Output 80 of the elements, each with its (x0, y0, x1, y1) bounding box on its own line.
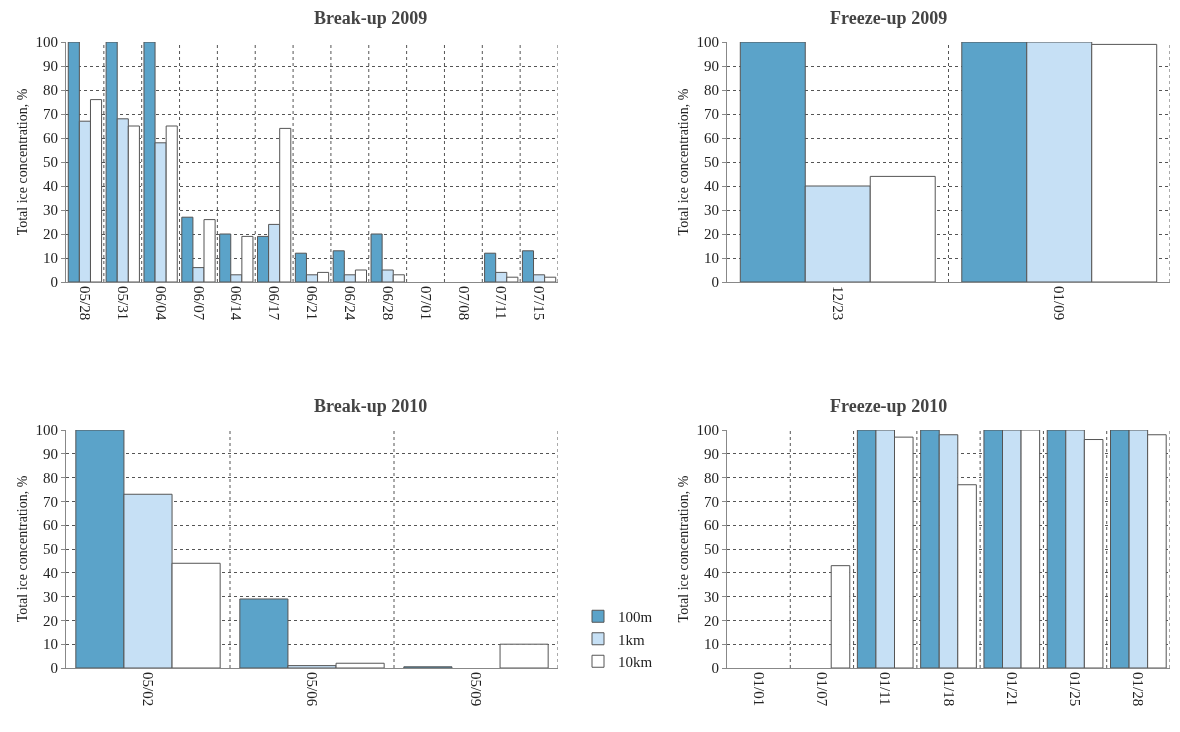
y-tick-label: 30 (704, 588, 719, 605)
x-tick-label: 07/08 (455, 286, 472, 321)
y-tick-label: 0 (711, 660, 719, 677)
y-tick-label: 60 (704, 517, 719, 534)
chart-title: Break-up 2009 (314, 8, 428, 28)
y-tick-label: 90 (43, 58, 58, 75)
y-tick-label: 20 (704, 226, 719, 243)
y-tick-label: 50 (43, 154, 58, 171)
y-axis-title: Total ice concentration, % (15, 475, 31, 623)
x-tick-label: 05/28 (77, 286, 94, 321)
y-tick-label: 90 (43, 446, 58, 463)
y-tick-label: 10 (704, 250, 719, 267)
y-tick-label: 60 (43, 130, 58, 147)
y-tick-label: 0 (50, 660, 58, 677)
x-tick-label: 05/09 (468, 672, 485, 707)
y-tick-label: 70 (43, 106, 58, 123)
x-tick-label: 06/14 (228, 286, 245, 321)
y-tick-label: 70 (43, 493, 58, 510)
y-tick-label: 60 (704, 130, 719, 147)
x-tick-label: 06/28 (379, 286, 396, 321)
chart-title: Freeze-up 2009 (830, 8, 948, 28)
chart-title: Freeze-up 2010 (830, 396, 948, 416)
y-tick-label: 20 (43, 612, 58, 629)
y-tick-label: 70 (704, 106, 719, 123)
y-tick-label: 80 (704, 469, 719, 486)
x-tick-label: 07/15 (531, 286, 548, 321)
y-tick-label: 0 (711, 274, 719, 291)
y-tick-label: 80 (43, 82, 58, 99)
y-tick-label: 50 (43, 541, 58, 558)
x-tick-label: 06/24 (341, 286, 358, 321)
y-tick-label: 100 (35, 34, 58, 51)
y-tick-label: 80 (43, 469, 58, 486)
x-tick-label: 06/17 (266, 286, 283, 321)
y-tick-label: 50 (704, 154, 719, 171)
x-tick-label: 01/21 (1003, 672, 1020, 707)
x-tick-label: 05/02 (140, 672, 157, 707)
y-axis-title: Total ice concentration, % (676, 475, 692, 623)
y-tick-label: 60 (43, 517, 58, 534)
x-tick-label: 06/04 (152, 286, 169, 321)
y-tick-label: 20 (704, 612, 719, 629)
y-tick-label: 70 (704, 493, 719, 510)
y-axis-title: Total ice concentration, % (15, 88, 31, 236)
legend-label: 10km (618, 654, 653, 671)
x-tick-label: 07/11 (493, 286, 510, 320)
x-tick-label: 06/21 (304, 286, 321, 321)
x-tick-label: 05/06 (304, 672, 321, 707)
y-tick-label: 40 (704, 178, 719, 195)
y-tick-label: 0 (50, 274, 58, 291)
x-tick-label: 01/25 (1067, 672, 1084, 707)
y-tick-label: 30 (704, 202, 719, 219)
y-tick-label: 40 (704, 565, 719, 582)
y-tick-label: 80 (704, 82, 719, 99)
y-axis-title: Total ice concentration, % (676, 88, 692, 236)
y-tick-label: 30 (43, 202, 58, 219)
y-tick-label: 100 (696, 34, 719, 51)
x-tick-label: 01/01 (750, 672, 767, 707)
y-tick-label: 20 (43, 226, 58, 243)
x-tick-label: 07/01 (417, 286, 434, 321)
x-tick-label: 01/09 (1051, 286, 1068, 321)
y-tick-label: 10 (43, 636, 58, 653)
legend-label: 1km (618, 631, 645, 648)
y-tick-label: 50 (704, 541, 719, 558)
y-tick-label: 40 (43, 178, 58, 195)
legend-label: 100m (618, 609, 653, 626)
y-tick-label: 30 (43, 588, 58, 605)
chart-title: Break-up 2010 (314, 396, 428, 416)
x-tick-label: 05/31 (114, 286, 131, 321)
y-tick-label: 90 (704, 58, 719, 75)
y-tick-label: 90 (704, 446, 719, 463)
y-tick-label: 100 (35, 422, 58, 439)
y-tick-label: 10 (43, 250, 58, 267)
x-tick-label: 01/18 (940, 672, 957, 707)
x-tick-label: 01/28 (1130, 672, 1147, 707)
x-tick-label: 06/07 (190, 286, 207, 321)
y-tick-label: 100 (696, 422, 719, 439)
y-tick-label: 40 (43, 565, 58, 582)
x-tick-label: 01/07 (814, 672, 831, 707)
y-tick-label: 10 (704, 636, 719, 653)
x-tick-label: 01/11 (877, 672, 894, 706)
x-tick-label: 12/23 (829, 286, 846, 321)
